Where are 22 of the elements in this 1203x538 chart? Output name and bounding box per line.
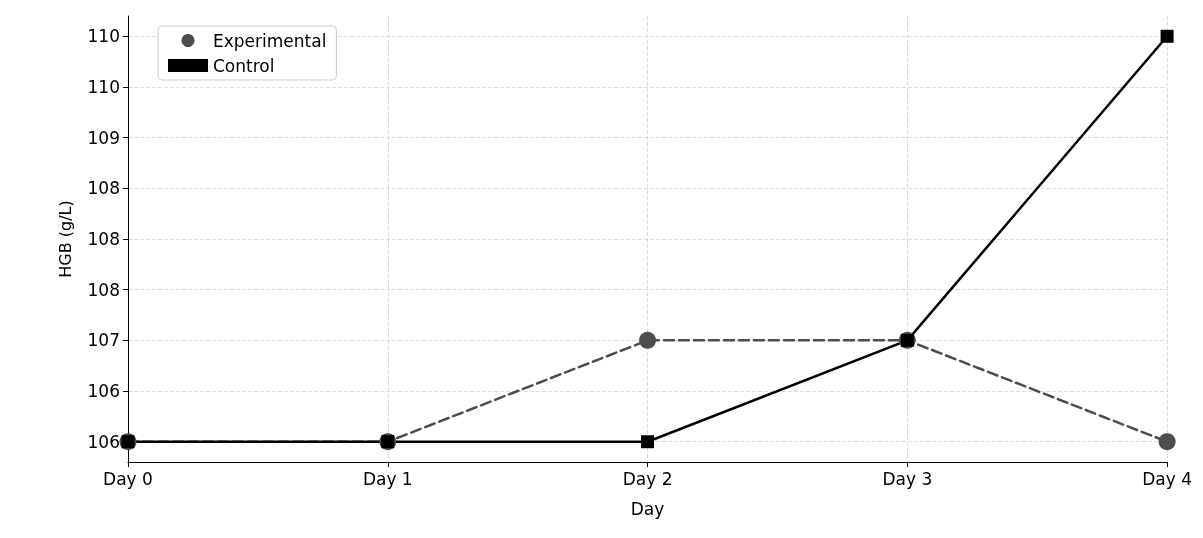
point: [641, 435, 655, 449]
x-tick-label: Day 4: [1142, 468, 1192, 489]
x-tick-label: Day 0: [103, 468, 153, 489]
legend-label: Control: [213, 55, 275, 76]
legend-label: Experimental: [213, 30, 327, 51]
y-tick-label: 108: [87, 178, 120, 199]
y-axis-title: HGB (g/L): [55, 200, 75, 278]
y-tick-label: 109: [87, 127, 120, 148]
y-tick-label: 106: [87, 431, 120, 452]
point: [639, 331, 657, 349]
x-tick-label: Day 3: [882, 468, 933, 489]
y-tick-label: 108: [87, 279, 120, 300]
y-tick-label: 108: [87, 229, 120, 249]
x-tick-label: Day 1: [362, 468, 413, 489]
y-tick-label: 110: [87, 76, 120, 97]
y-tick-label: 107: [87, 330, 120, 351]
point: [1158, 433, 1176, 451]
point: [1160, 29, 1174, 43]
x-tick-label: Day 2: [622, 468, 673, 489]
y-tick-label: 106: [87, 381, 120, 402]
x-axis-title: Day: [630, 498, 665, 519]
y-tick-label: 110: [87, 26, 120, 47]
